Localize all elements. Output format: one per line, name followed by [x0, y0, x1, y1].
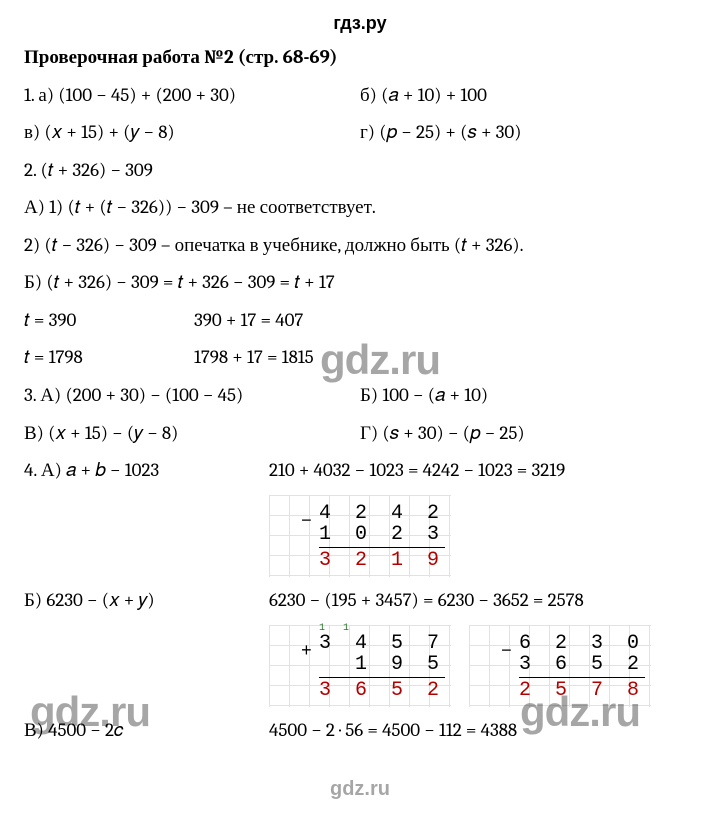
footer-watermark: gdz.ru: [24, 775, 696, 804]
col-bot: 1 0 2 3: [319, 524, 445, 545]
p2-b: Б) (𝑡 + 326) − 309 = 𝑡 + 326 − 309 = 𝑡 +…: [24, 269, 696, 297]
p4-B: Б) 6230 − (𝑥 + 𝑦) 6230 − (195 + 3457) = …: [24, 587, 696, 615]
plus-icon: +: [301, 643, 312, 662]
p2-t2: 𝑡 = 1798 1798 + 17 = 1815: [24, 344, 696, 372]
rule-line: [519, 677, 645, 678]
p2-t2-right: 1798 + 17 = 1815: [194, 344, 314, 372]
rule-line: [319, 677, 445, 678]
p2-t1-left: 𝑡 = 390: [24, 307, 194, 335]
col-top: 3 4 5 7: [319, 633, 445, 654]
p2-a1: А) 1) (𝑡 + (𝑡 − 326)) − 309 – не соответ…: [24, 194, 696, 222]
p1-b: б) (𝑎 + 10) + 100: [360, 82, 696, 110]
p2-head: 2. (𝑡 + 326) − 309: [24, 157, 696, 185]
col-res: 3 2 1 9: [319, 550, 445, 571]
p3-B: Б) 100 − (𝑎 + 10): [360, 382, 696, 410]
col-res: 2 5 7 8: [519, 680, 645, 701]
p4-C-expr: В) 4500 − 2𝑐: [24, 717, 269, 745]
problem-3-row-2: В) (𝑥 + 15) − (𝑦 − 8) Г) (𝑠 + 30) − (𝑝 −…: [24, 420, 696, 448]
p3-V: В) (𝑥 + 15) − (𝑦 − 8): [24, 420, 360, 448]
p4-C-calc: 4500 − 2 · 56 = 4500 − 112 = 4388: [269, 717, 696, 745]
p4-A-column: − 4 2 4 2 1 0 2 3 3 2 1 9: [269, 495, 696, 578]
problem-1-row-2: в) (𝑥 + 15) + (𝑦 − 8) г) (𝑝 − 25) + (𝑠 +…: [24, 119, 696, 147]
p2-t2-left: 𝑡 = 1798: [24, 344, 194, 372]
p4-A-expr: 4. А) 𝑎 + 𝑏 − 1023: [24, 457, 269, 485]
p1-v: в) (𝑥 + 15) + (𝑦 − 8): [24, 119, 360, 147]
p4-C: В) 4500 − 2𝑐 4500 − 2 · 56 = 4500 − 112 …: [24, 717, 696, 745]
p4-A-calc: 210 + 4032 − 1023 = 4242 − 1023 = 3219: [269, 457, 696, 485]
p3-A: 3. А) (200 + 30) − (100 − 45): [24, 382, 360, 410]
rule-line: [319, 547, 445, 548]
p1-a: 1. а) (100 − 45) + (200 + 30): [24, 82, 360, 110]
col-res: 3 6 5 2: [319, 680, 445, 701]
col-bot: 1 9 5: [319, 654, 445, 675]
p4-B-calc: 6230 − (195 + 3457) = 6230 − 3652 = 2578: [269, 587, 696, 615]
page-title: Проверочная работа №2 (стр. 68-69): [24, 44, 696, 72]
p2-t1: 𝑡 = 390 390 + 17 = 407: [24, 307, 696, 335]
document-body: Проверочная работа №2 (стр. 68-69) 1. а)…: [0, 36, 720, 804]
minus-icon: −: [501, 643, 512, 662]
problem-3-row-1: 3. А) (200 + 30) − (100 − 45) Б) 100 − (…: [24, 382, 696, 410]
carry-digits: 1 1: [319, 624, 355, 635]
col-top: 4 2 4 2: [319, 503, 445, 524]
p4-B-columns: 1 1 + 3 4 5 7 1 9 5 3 6 5 2 − 6 2 3 0 3 …: [269, 625, 696, 708]
minus-icon: −: [301, 513, 312, 532]
col-top: 6 2 3 0: [519, 633, 645, 654]
col-bot: 3 6 5 2: [519, 654, 645, 675]
problem-1-row-1: 1. а) (100 − 45) + (200 + 30) б) (𝑎 + 10…: [24, 82, 696, 110]
p1-g: г) (𝑝 − 25) + (𝑠 + 30): [360, 119, 696, 147]
p4-B-expr: Б) 6230 − (𝑥 + 𝑦): [24, 587, 269, 615]
p2-t1-right: 390 + 17 = 407: [194, 307, 303, 335]
p4-A: 4. А) 𝑎 + 𝑏 − 1023 210 + 4032 − 1023 = 4…: [24, 457, 696, 485]
p2-a2: 2) (𝑡 − 326) − 309 – опечатка в учебнике…: [24, 232, 696, 260]
site-header: гдз.ру: [0, 0, 720, 36]
p3-G: Г) (𝑠 + 30) − (𝑝 − 25): [360, 420, 696, 448]
